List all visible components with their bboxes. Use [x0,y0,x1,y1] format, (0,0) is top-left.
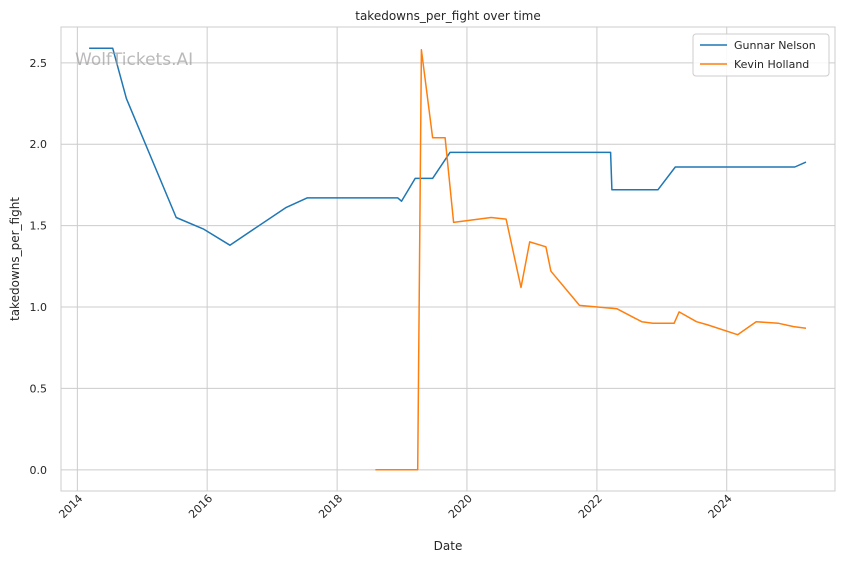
chart-title: takedowns_per_fight over time [355,9,541,23]
series-group [89,47,807,471]
legend: Gunnar Nelson Kevin Holland [692,33,830,77]
legend-entry-label: Kevin Holland [734,58,809,71]
x-axis-label: Date [434,539,463,553]
plot-frame [60,26,836,492]
y-tick-label: 1.0 [30,301,48,314]
y-tick-label: 0.0 [30,464,48,477]
legend-entry-label: Gunnar Nelson [734,39,816,52]
series-line-0 [89,47,807,246]
y-tick-label: 2.0 [30,138,48,151]
grid [61,27,835,491]
watermark-text: WolfTickets.AI [75,50,193,70]
series-line-1 [375,49,807,471]
y-tick-label: 1.5 [30,220,48,233]
y-axis-label: takedowns_per_fight [8,197,22,321]
y-tick-label: 0.5 [30,382,48,395]
y-tick-label: 2.5 [30,57,48,70]
